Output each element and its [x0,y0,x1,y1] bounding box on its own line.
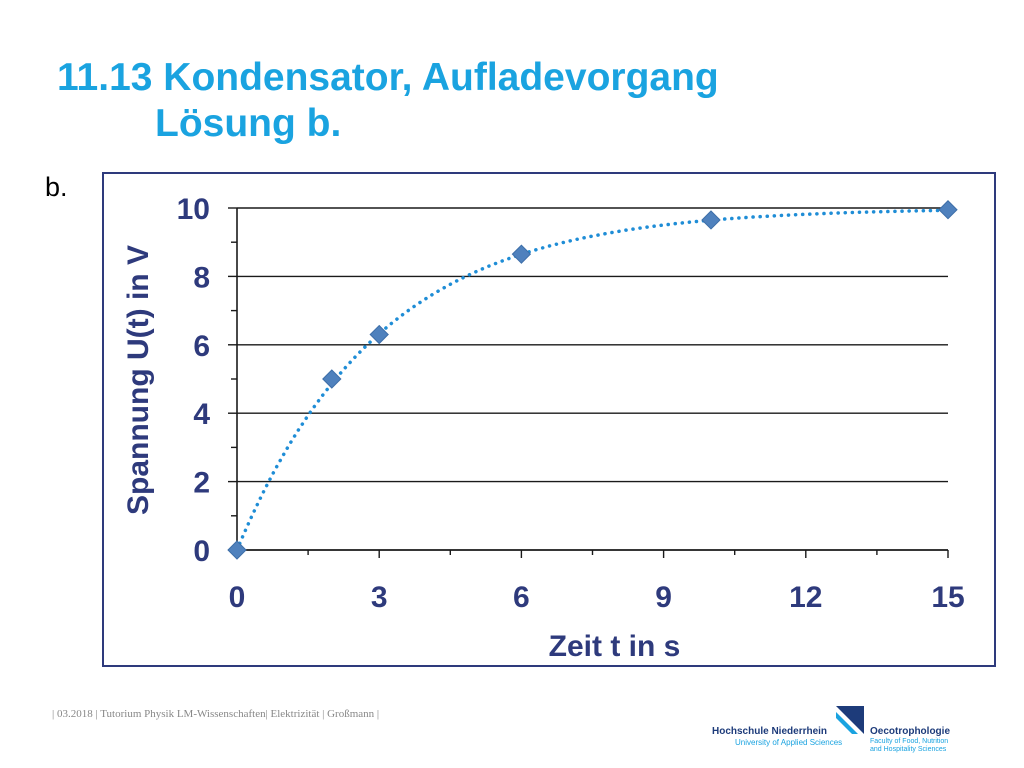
data-point [511,244,532,264]
x-tick-label: 3 [371,581,388,614]
chart-frame [102,172,996,667]
x-tick-label: 9 [655,581,672,614]
data-point [322,369,342,389]
y-axis-label: Spannung U(t) in V [122,245,155,515]
data-point [227,540,247,560]
x-tick-label: 12 [789,581,822,614]
university-sub: University of Applied Sciences [735,738,843,747]
data-point [938,200,958,220]
y-tick-label: 2 [193,467,210,500]
x-axis-label: Zeit t in s [549,630,681,663]
logos: Hochschule Niederrhein University of App… [712,700,1012,760]
title-line-1: 11.13 Kondensator, Aufladevorgang [57,56,719,99]
faculty-sub-line-2: and Hospitality Sciences [870,746,947,753]
y-tick-label: 0 [193,535,210,568]
faculty-name: Oecotrophologie [870,726,950,737]
y-tick-label: 4 [193,398,210,431]
y-tick-label: 10 [177,193,210,226]
faculty-sub: Faculty of Food, Nutrition and Hospitali… [870,738,948,754]
y-tick-label: 8 [193,261,210,294]
university-name: Hochschule Niederrhein [712,726,828,737]
x-tick-label: 6 [513,581,530,614]
section-label: b. [45,172,68,202]
data-point [701,210,721,230]
y-tick-label: 6 [193,330,210,363]
trendline [235,208,950,552]
x-tick-label: 0 [229,581,246,614]
data-point [369,324,389,345]
university-logo-icon [834,704,866,736]
x-tick-label: 15 [931,581,964,614]
title-line-2: Lösung b. [155,102,342,145]
faculty-sub-line-1: Faculty of Food, Nutrition [870,738,949,745]
slide-title: 11.13 Kondensator, Aufladevorgang Lösung… [57,55,719,147]
footer-text: | 03.2018 | Tutorium Physik LM-Wissensch… [52,708,380,720]
